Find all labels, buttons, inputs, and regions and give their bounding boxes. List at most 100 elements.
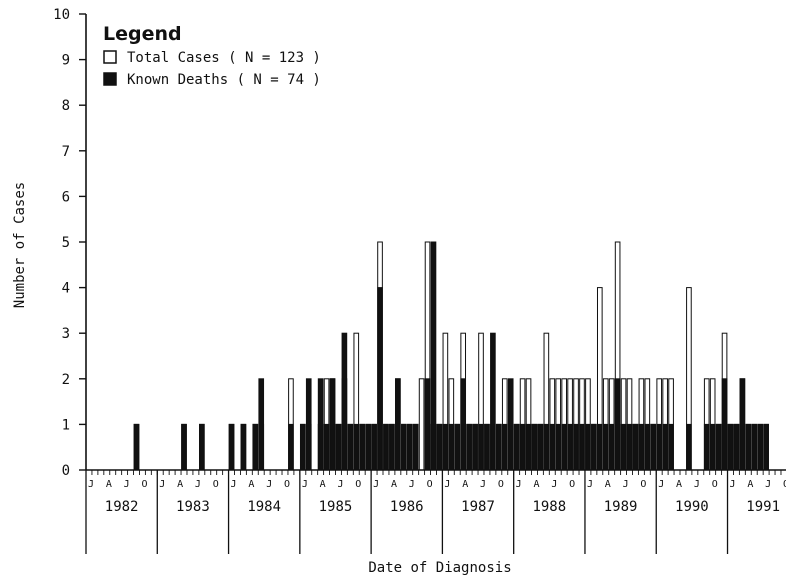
bar-known-deaths	[496, 423, 502, 471]
legend-swatch-total	[103, 50, 117, 64]
x-month-label: J	[302, 479, 308, 490]
x-year-label: 1983	[176, 499, 210, 515]
bar-known-deaths	[662, 423, 668, 471]
bar-known-deaths	[365, 423, 371, 471]
x-year-label: 1990	[675, 499, 709, 515]
x-month-label: A	[391, 479, 397, 490]
bar-known-deaths	[745, 423, 752, 471]
bar-known-deaths	[686, 423, 692, 471]
bar-known-deaths	[323, 423, 330, 471]
bar-known-deaths	[614, 378, 621, 471]
x-month-label: J	[337, 479, 343, 490]
x-year-label: 1985	[319, 499, 353, 515]
y-tick-label: 4	[62, 281, 70, 297]
bar-known-deaths	[757, 423, 764, 471]
bar-known-deaths	[133, 423, 140, 471]
y-tick-label: 6	[62, 189, 70, 205]
bar-known-deaths	[490, 332, 496, 471]
bar-known-deaths	[579, 423, 585, 471]
y-tick-label: 1	[62, 417, 70, 433]
bar-known-deaths	[763, 423, 769, 471]
x-month-label: A	[747, 479, 753, 490]
bar-known-deaths	[715, 423, 722, 471]
x-month-label: J	[373, 479, 379, 490]
bar-known-deaths	[353, 423, 360, 471]
x-month-label: J	[266, 479, 272, 490]
bar-known-deaths	[555, 423, 562, 471]
x-month-label: J	[409, 479, 415, 490]
x-month-label: J	[516, 479, 522, 490]
legend-swatch-deaths	[103, 72, 117, 86]
bar-known-deaths	[317, 378, 324, 471]
y-tick-label: 7	[62, 144, 70, 160]
bar-known-deaths	[240, 423, 247, 471]
x-year-label: 1987	[461, 499, 495, 515]
x-month-label: J	[730, 479, 736, 490]
y-tick-label: 3	[62, 326, 70, 342]
bar-known-deaths	[395, 378, 401, 471]
x-month-label: J	[231, 479, 237, 490]
bar-known-deaths	[305, 378, 312, 471]
bar-known-deaths	[347, 423, 354, 471]
y-tick-label: 8	[62, 98, 70, 114]
x-month-label: O	[498, 479, 504, 490]
x-year-label: 1984	[247, 499, 281, 515]
x-year-label: 1986	[390, 499, 424, 515]
y-axis-title: Number of Cases	[12, 182, 28, 308]
x-year-label: 1988	[532, 499, 566, 515]
bar-known-deaths	[258, 378, 265, 471]
bar-known-deaths	[727, 423, 734, 471]
bar-known-deaths	[733, 423, 740, 471]
bar-known-deaths	[507, 378, 514, 471]
x-month-label: A	[534, 479, 540, 490]
bar-known-deaths	[400, 423, 407, 471]
bar-known-deaths	[181, 423, 187, 471]
x-month-label: J	[765, 479, 771, 490]
x-month-label: J	[159, 479, 165, 490]
bar-known-deaths	[549, 423, 556, 471]
bar-known-deaths	[632, 423, 639, 471]
bar-known-deaths	[454, 423, 461, 471]
bar-known-deaths	[199, 423, 205, 471]
x-month-label: A	[676, 479, 682, 490]
x-year-label: 1989	[604, 499, 638, 515]
bar-known-deaths	[436, 423, 443, 471]
x-month-label: A	[320, 479, 326, 490]
x-month-label: O	[284, 479, 290, 490]
x-month-label: J	[623, 479, 629, 490]
x-month-label: J	[195, 479, 201, 490]
x-month-label: O	[569, 479, 575, 490]
bar-known-deaths	[656, 423, 663, 471]
bar-known-deaths	[513, 423, 520, 471]
x-month-label: O	[427, 479, 433, 490]
x-month-label: O	[141, 479, 147, 490]
bar-known-deaths	[501, 423, 508, 471]
bar-known-deaths	[460, 378, 467, 471]
x-month-label: J	[694, 479, 700, 490]
bar-known-deaths	[472, 423, 478, 471]
bar-known-deaths	[371, 423, 377, 471]
x-month-label: J	[444, 479, 450, 490]
bar-known-deaths	[567, 423, 573, 471]
y-tick-label: 10	[53, 7, 70, 23]
bar-known-deaths	[591, 423, 597, 471]
bar-known-deaths	[525, 423, 532, 471]
bar-known-deaths	[626, 423, 633, 471]
bar-known-deaths	[543, 423, 550, 471]
x-month-label: O	[712, 479, 718, 490]
x-month-label: J	[88, 479, 94, 490]
x-month-label: O	[213, 479, 219, 490]
bar-known-deaths	[299, 423, 306, 471]
legend-label-deaths: Known Deaths ( N = 74 )	[127, 72, 321, 88]
legend: Legend Total Cases ( N = 123 ) Known Dea…	[103, 23, 321, 88]
bar-known-deaths	[602, 423, 609, 471]
bar-known-deaths	[430, 241, 437, 471]
x-month-label: J	[480, 479, 486, 490]
y-tick-label: 2	[62, 372, 70, 388]
bar-known-deaths	[329, 378, 336, 471]
x-month-label: O	[783, 479, 786, 490]
bar-known-deaths	[228, 423, 235, 471]
bar-known-deaths	[638, 423, 645, 471]
y-tick-label: 9	[62, 53, 70, 69]
